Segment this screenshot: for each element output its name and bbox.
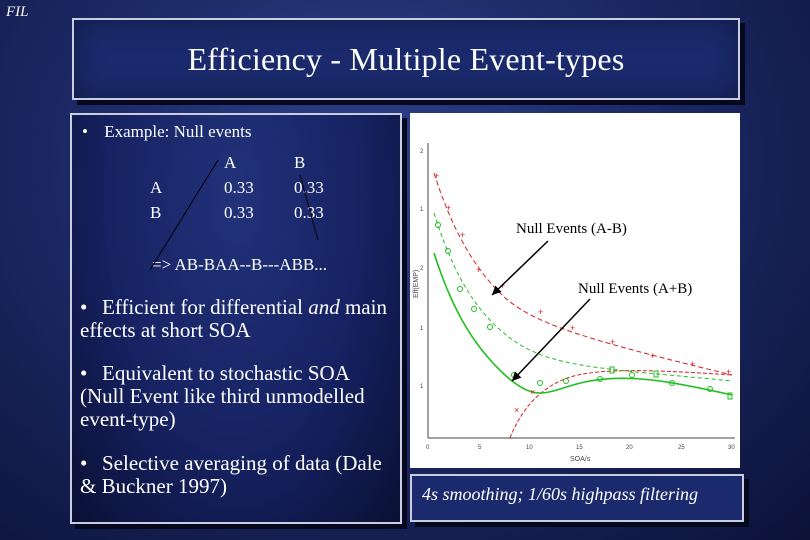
red-marker: + <box>500 281 505 291</box>
bullet-text-part: Efficient for differential <box>102 295 309 319</box>
x-tick-label: 5 <box>478 445 482 451</box>
table-cell-ba: 0.33 <box>224 203 254 222</box>
intro-text: Example: Null events <box>104 122 252 141</box>
red-marker: × <box>514 405 519 415</box>
caption-panel: 4s smoothing; 1/60s highpass filtering <box>410 474 744 522</box>
red-dashed-curve <box>433 172 733 376</box>
green-dashed-curve <box>433 212 733 382</box>
red-marker: + <box>570 323 575 333</box>
red-marker: + <box>446 203 451 213</box>
green-marker <box>487 324 493 330</box>
green-marker <box>435 222 441 228</box>
green-marker <box>445 248 451 254</box>
bullet-emphasis: and <box>308 295 340 319</box>
pointer-line-right <box>299 174 319 241</box>
x-tick-label: 25 <box>678 445 685 451</box>
red-marker: × <box>530 387 535 397</box>
green-marker <box>669 380 675 386</box>
x-tick-label: 15 <box>576 445 583 451</box>
bullet-text: Selective averaging of data (Dale & Buck… <box>80 451 382 498</box>
bullet-equivalent: • Equivalent to stochastic SOA (Null Even… <box>80 362 398 431</box>
event-sequence: => AB-BAA--B---ABB... <box>152 255 328 274</box>
green-marker <box>597 376 603 382</box>
x-tick-label: 10 <box>526 445 533 451</box>
y-tick-label: 1 <box>420 207 424 213</box>
green-marker <box>609 366 615 374</box>
table-row-header-a: A <box>150 178 163 197</box>
efficiency-plot: 2 1 2 1 1 Eff(EMP) 0 5 10 15 20 25 30 SO… <box>410 113 740 468</box>
green-marker <box>457 286 463 292</box>
x-tick-label: 30 <box>728 445 735 451</box>
y-axis-label: Eff(EMP) <box>413 270 420 298</box>
label-null-events-diff: Null Events (A-B) <box>516 221 627 237</box>
x-tick-label: 0 <box>426 445 430 451</box>
y-tick-label: 2 <box>420 266 424 272</box>
table-row-header-b: B <box>150 203 162 222</box>
fil-logo-text: FIL <box>6 4 29 20</box>
red-rising-curve <box>509 370 733 439</box>
slide-title: Efficiency - Multiple Event-types <box>187 41 625 77</box>
table-col-header-a: A <box>224 153 237 172</box>
green-marker <box>563 378 569 384</box>
green-marker <box>653 370 659 378</box>
bullet-marker: • <box>82 122 88 141</box>
bullet-text: Equivalent to stochastic SOA (Null Event… <box>80 361 365 431</box>
bullet-marker: • <box>80 361 88 385</box>
red-marker: + <box>460 230 465 240</box>
red-marker: + <box>610 337 615 347</box>
label-null-events-sum: Null Events (A+B) <box>578 281 692 297</box>
red-markers: + + + + + + + + + + + × × <box>434 171 731 415</box>
bullet-efficient: • Efficient for differential and main eff… <box>80 296 398 342</box>
bullet-marker: • <box>80 451 88 475</box>
content-panel: • Example: Null events A B A 0.33 0.33 B… <box>70 113 402 524</box>
red-marker: + <box>476 265 481 275</box>
pointer-line-left <box>149 159 219 271</box>
red-marker: + <box>650 351 655 361</box>
red-marker: + <box>538 307 543 317</box>
green-marker <box>471 306 477 312</box>
green-marker <box>707 386 713 392</box>
y-tick-label: 1 <box>420 384 424 390</box>
title-banner: Efficiency - Multiple Event-types <box>72 18 740 100</box>
arrow-null-diff <box>491 240 549 296</box>
green-solid-curve <box>433 252 733 396</box>
table-cell-aa: 0.33 <box>224 178 254 197</box>
x-axis-label: SOA/s <box>570 456 591 463</box>
y-tick-label: 1 <box>420 326 424 332</box>
red-marker: + <box>434 171 439 181</box>
red-marker: + <box>690 359 695 369</box>
green-marker <box>727 392 733 400</box>
bullet-text-part: main effects at short SOA <box>80 295 387 342</box>
plot-svg: 2 1 2 1 1 Eff(EMP) 0 5 10 15 20 25 30 SO… <box>413 143 735 463</box>
table-cell-ab: 0.33 <box>294 178 324 197</box>
red-marker: + <box>726 367 731 377</box>
table-cell-bb: 0.33 <box>294 203 324 222</box>
bullet-marker: • <box>80 295 88 319</box>
bullet-selective: • Selective averaging of data (Dale & Buc… <box>80 452 398 498</box>
intro-bullet-item: • Example: Null events <box>82 122 252 142</box>
green-marker <box>629 372 635 378</box>
plot-caption: 4s smoothing; 1/60s highpass filtering <box>422 484 699 504</box>
y-tick-label: 2 <box>420 149 424 155</box>
table-col-header-b: B <box>294 153 306 172</box>
arrow-null-sum <box>511 298 591 382</box>
x-tick-label: 20 <box>626 445 633 451</box>
green-marker <box>537 380 543 386</box>
